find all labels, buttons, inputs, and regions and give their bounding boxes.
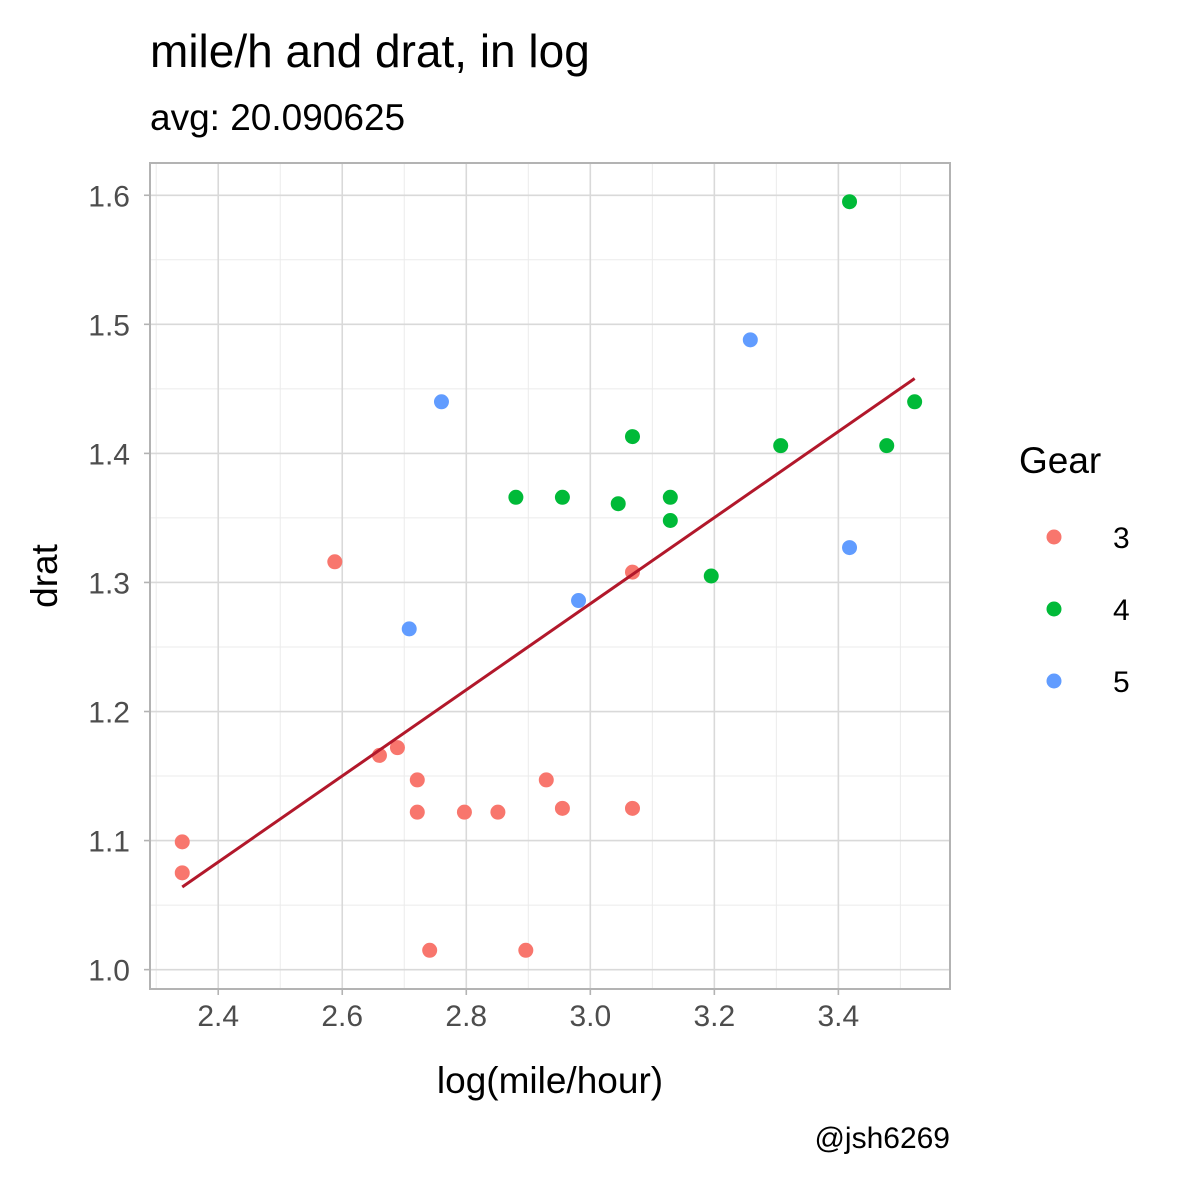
major-gridlines <box>150 163 950 989</box>
plot-panel-border <box>149 162 951 990</box>
data-point-gear-4 <box>907 394 923 410</box>
data-point-gear-5 <box>571 593 587 609</box>
data-point-gear-4 <box>624 429 640 445</box>
data-points <box>174 194 923 958</box>
y-tick-label: 1.0 <box>88 955 130 988</box>
data-point-gear-4 <box>879 438 895 454</box>
y-tick-label: 1.6 <box>88 180 130 213</box>
legend-label-gear-5: 5 <box>1113 666 1130 699</box>
y-tick-label: 1.5 <box>88 309 130 342</box>
data-point-gear-4 <box>610 496 626 512</box>
data-point-gear-4 <box>508 489 524 505</box>
data-point-gear-4 <box>842 194 858 210</box>
trend-line <box>181 377 916 889</box>
chart-subtitle: avg: 20.090625 <box>150 97 406 138</box>
x-tick-label: 3.4 <box>818 1000 860 1033</box>
data-point-gear-3 <box>456 804 472 820</box>
data-point-gear-3 <box>554 800 570 816</box>
legend-label-gear-4: 4 <box>1113 594 1130 627</box>
x-tick-label: 3.2 <box>693 1000 735 1033</box>
x-axis-ticks: 2.4 2.6 2.8 3.0 3.2 3.4 <box>197 989 859 1033</box>
data-point-gear-3 <box>409 772 425 788</box>
y-tick-label: 1.2 <box>88 697 130 730</box>
y-tick-label: 1.3 <box>88 567 130 600</box>
data-point-gear-3 <box>409 804 425 820</box>
data-point-gear-3 <box>422 942 438 958</box>
data-point-gear-4 <box>703 568 719 584</box>
x-tick-label: 2.8 <box>445 1000 487 1033</box>
legend-entries: 3 4 5 <box>1046 522 1130 699</box>
data-point-gear-3 <box>389 740 405 756</box>
data-point-gear-4 <box>773 438 789 454</box>
legend-title: Gear <box>1019 440 1101 481</box>
data-point-gear-3 <box>518 942 534 958</box>
y-tick-label: 1.4 <box>88 438 130 471</box>
chart-title: mile/h and drat, in log <box>150 25 590 77</box>
data-point-gear-3 <box>174 865 190 881</box>
y-axis-ticks: 1.0 1.1 1.2 1.3 1.4 1.5 1.6 <box>88 180 150 988</box>
x-tick-label: 2.6 <box>321 1000 363 1033</box>
legend-key-gear-3 <box>1046 529 1062 545</box>
minor-gridlines <box>150 163 950 989</box>
data-point-gear-4 <box>554 489 570 505</box>
data-point-gear-3 <box>327 554 343 570</box>
data-point-gear-4 <box>662 489 678 505</box>
data-point-gear-4 <box>662 513 678 529</box>
data-point-gear-5 <box>742 332 758 348</box>
legend-key-gear-5 <box>1046 673 1062 689</box>
data-point-gear-5 <box>842 540 858 556</box>
data-point-gear-3 <box>538 772 554 788</box>
legend-label-gear-3: 3 <box>1113 522 1130 555</box>
y-tick-label: 1.1 <box>88 826 130 859</box>
data-point-gear-3 <box>490 804 506 820</box>
legend: Gear 3 4 5 <box>1019 440 1130 699</box>
data-point-gear-3 <box>624 800 640 816</box>
chart-caption: @jsh6269 <box>814 1122 950 1155</box>
trend-line-group <box>181 377 916 889</box>
legend-key-gear-4 <box>1046 601 1062 617</box>
x-axis-title: log(mile/hour) <box>437 1060 663 1101</box>
data-point-gear-3 <box>174 834 190 850</box>
data-point-gear-5 <box>401 621 417 637</box>
x-tick-label: 3.0 <box>569 1000 611 1033</box>
x-tick-label: 2.4 <box>197 1000 239 1033</box>
y-axis-title: drat <box>24 543 65 607</box>
data-point-gear-5 <box>433 394 449 410</box>
